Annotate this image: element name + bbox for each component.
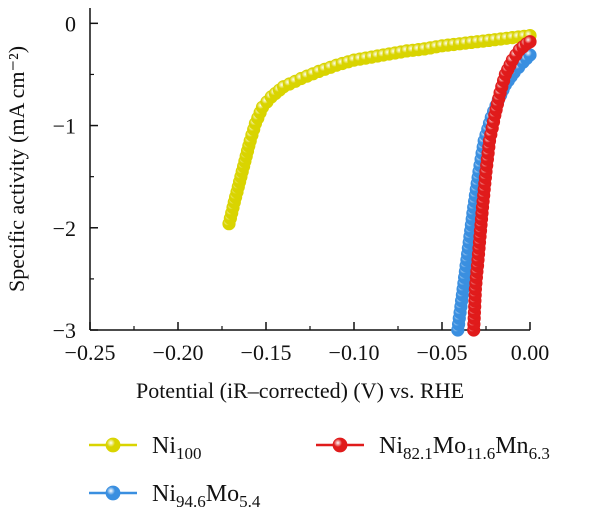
legend-label: Ni94.6Mo5.4 [152, 481, 261, 508]
x-tick-label: −0.20 [153, 340, 204, 365]
legend-item: Ni94.6Mo5.4 [89, 481, 261, 508]
legend-label: Ni82.1Mo11.6Mn6.3 [379, 433, 550, 463]
legend-marker [105, 437, 121, 453]
legend-item: Ni100 [89, 433, 202, 463]
axes-layer: −0.25 −0.20 −0.15 −0.10 −0.05 0.00 0 −1 −2 −3 [53, 11, 550, 365]
x-tick-label: −0.05 [417, 340, 468, 365]
x-axis-label: Potential (iR–corrected) (V) vs. RHE [136, 378, 464, 403]
y-tick-label: 0 [65, 11, 76, 36]
legend-marker [105, 485, 121, 501]
x-tick-label: 0.00 [511, 340, 550, 365]
legend-marker [332, 437, 348, 453]
series-layer [222, 28, 537, 337]
y-tick-label: −3 [53, 318, 76, 343]
x-tick-label: −0.25 [65, 340, 116, 365]
legend-item: Ni82.1Mo11.6Mn6.3 [316, 433, 550, 463]
x-tick-label: −0.10 [329, 340, 380, 365]
legend: Ni100 Ni94.6Mo5.4 Ni82.1Mo11.6Mn6.3 [89, 433, 550, 508]
data-point [523, 35, 537, 49]
y-tick-label: −1 [53, 114, 76, 139]
y-tick-label: −2 [53, 216, 76, 241]
legend-label: Ni100 [152, 433, 202, 463]
series-0 [222, 28, 537, 231]
series-2 [467, 35, 537, 337]
y-axis-label: Specific activity (mA cm⁻²) [4, 46, 29, 292]
x-tick-label: −0.15 [241, 340, 292, 365]
